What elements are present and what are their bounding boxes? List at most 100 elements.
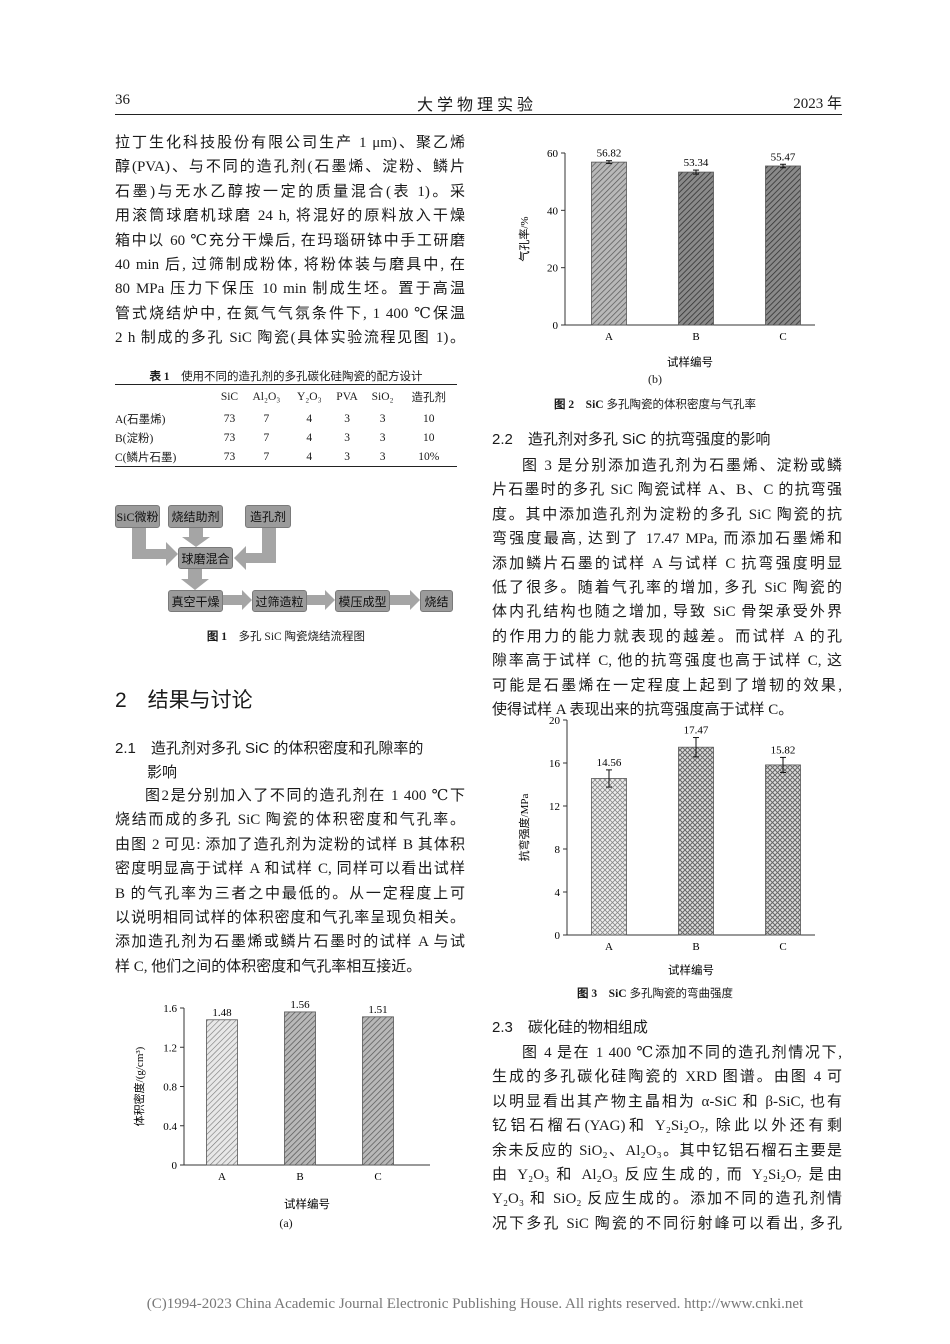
section-2-1-heading-cont: 影响 (147, 764, 178, 781)
fig3-bar-B (678, 746, 714, 936)
table-header-row: SiC Al₂O₃ Y₂O₃ PVA SiO₂ 造孔剂 (115, 385, 457, 410)
text-line: 添加造孔剂为石墨烯或鳞片石墨时的试样 A 与试 (115, 934, 465, 951)
text-line: 以明显看出其产物主晶相为 α-SiC 和 β-SiC, 也有 (492, 1093, 842, 1110)
text-line: 片石墨时的多孔 SiC 陶瓷试样 A、B、C 的抗弯强 (492, 482, 842, 499)
text-line: 80 MPa 压力下保压 10 min 制成生坯。置于高温 (115, 281, 465, 298)
fig3-y-tick-label: 16 (549, 758, 561, 770)
fig3-x-tick-label-A: A (605, 941, 613, 953)
fig2b-y-tick-label: 60 (547, 148, 559, 160)
fig2b-y-tick-label: 0 (553, 320, 559, 332)
table1-caption: 表 1 使用不同的造孔剂的多孔碳化硅陶瓷的配方设计 (115, 368, 457, 384)
text-line: 图 4 是在 1 400 ℃添加不同的造孔剂情况下, (522, 1045, 842, 1061)
fig2b-y-tick-label: 40 (547, 205, 559, 217)
section-2-3-heading: 2.3 碳化硅的物相组成 (492, 1019, 648, 1036)
table-cell: 4 (306, 412, 313, 425)
section-2-1-paragraph: 图2是分别加入了不同的造孔剂在 1 400 ℃下 烧结而成的多孔 SiC 陶瓷的体… (115, 784, 465, 979)
table-cell: 7 (263, 431, 270, 444)
table-header-cell: Al₂O₃ (252, 391, 281, 403)
table-cell: B(淀粉) (115, 432, 154, 445)
fig3-y-tick-label: 0 (555, 930, 561, 942)
fig2a-x-tick-label-A: A (218, 1171, 226, 1183)
text-line: 醇(PVA)、与不同的造孔剂(石墨烯、淀粉、鳞片 (115, 159, 465, 176)
fig3-data-label-A: 14.56 (597, 757, 622, 769)
text-line: 以说明相同试样的体积密度和气孔率呈现负相关。 (115, 909, 465, 926)
text-line: 由 Y₂O₃ 和 Al₂O₃ 反应生成的, 而 Y₂Si₂O₇ 是由 (492, 1166, 842, 1183)
fig2a-data-label-B: 1.56 (290, 999, 310, 1011)
figure2a-sublabel: (a) (279, 1216, 293, 1230)
text-line: 密度明显高于试样 A 和试样 C, 同样可以看出试样 (115, 861, 465, 878)
journal-year: 2023 年 (793, 96, 842, 112)
figure2b-sublabel: (b) (648, 372, 662, 386)
figure3-label: 图 3 (577, 988, 598, 1000)
fig2b-y-axis-label: 气孔率/% (517, 216, 531, 261)
text-line: 可能是石墨烯在一定程度上起到了增韧的效果, (492, 677, 842, 694)
table-cell: 7 (263, 450, 270, 463)
fig3-bar-A (591, 778, 627, 936)
fig2a-y-tick-label: 0.8 (163, 1082, 177, 1094)
copyright-footer: (C)1994-2023 China Academic Journal Elec… (146, 1296, 804, 1312)
fig2a-y-axis-label: 体积密度/(g/cm³) (132, 1046, 146, 1126)
section-2-2-paragraph: 图 3 是分别添加造孔剂为石墨烯、淀粉或鳞 片石墨时的多孔 SiC 陶瓷试样 A、… (492, 454, 842, 722)
fig3-x-tick-label-B: B (692, 941, 699, 953)
text-line: B 的气孔率为三者之中最低的。从一定程度上可 (115, 885, 465, 902)
arrow-pore-to-mill (234, 527, 276, 570)
text-line: 隙率高于试样 C, 他的抗弯强度也高于试样 C, 这 (492, 653, 842, 670)
table-cell: 3 (344, 412, 350, 425)
figure1-caption: 图 1 多孔 SiC 陶瓷烧结流程图 (115, 628, 457, 644)
text-line: 箱中以 60 ℃充分干燥后, 在玛瑙研钵中手工研磨 (115, 232, 465, 249)
fig3-data-label-C: 15.82 (771, 744, 796, 756)
text-line: 拉丁生化科技股份有限公司生产 1 μm)、聚乙烯 (115, 135, 465, 151)
arrow-dry-to-sieve (222, 590, 252, 610)
text-line: 样 C, 他们之间的体积密度和气孔率相互接近。 (115, 958, 422, 975)
fig2a-data-label-A: 1.48 (212, 1007, 232, 1019)
flow-box-sintering: 烧结 (420, 590, 453, 612)
text-line: 余未反应的 SiO₂、Al₂O₃。其中钇铝石榴石主要是 (492, 1142, 842, 1159)
table-cell: A(石墨烯) (115, 413, 166, 426)
fig3-y-tick-label: 20 (549, 715, 561, 727)
fig2a-bar-A (206, 1019, 238, 1166)
text-line: 管式烧结炉中, 在氮气气氛条件下, 1 400 ℃保温 (115, 305, 465, 322)
table-row: A(石墨烯) 73 7 4 3 3 10 (115, 409, 457, 428)
text-line: 添加鳞片石墨的试样 A 与试样 C 抗弯强度明显 (492, 555, 842, 572)
section-2-1-heading: 2.1 造孔剂对多孔 SiC 的体积密度和孔隙率的 (115, 740, 424, 757)
table-header-cell: SiO₂ (371, 391, 394, 403)
fig2b-x-axis-label: 试样编号 (667, 355, 713, 369)
table1-caption-text: 使用不同的造孔剂的多孔碳化硅陶瓷的配方设计 (181, 371, 423, 383)
table-cell: 10 (423, 412, 435, 425)
table-cell: 3 (379, 412, 386, 425)
fig2a-data-label-C: 1.51 (368, 1004, 387, 1016)
text-line: 低了很多。随着气孔率的增加, 多孔 SiC 陶瓷的 (492, 579, 842, 596)
table-cell: 73 (223, 412, 236, 425)
fig3-x-axis-label: 试样编号 (668, 963, 714, 977)
text-line: 钇铝石榴石(YAG)和 Y₂Si₂O₇, 除此以外还有剩 (492, 1118, 842, 1135)
text-line: 弯强度最高, 达到了 17.47 MPa, 而添加石墨烯和 (492, 531, 842, 548)
figure3-caption: 图 3 SiC 多孔陶瓷的弯曲强度 (480, 985, 830, 1001)
fig3-x-tick-label-C: C (779, 941, 786, 953)
fig2a-y-tick-label: 0 (172, 1160, 178, 1172)
table-header-cell: SiC (220, 391, 239, 403)
figure2-caption-bold: SiC (585, 399, 604, 411)
fig3-y-tick-label: 8 (555, 844, 561, 856)
table1: SiC Al₂O₃ Y₂O₃ PVA SiO₂ 造孔剂 A(石墨烯) 73 7 4 3 3 10 B(淀粉… (115, 384, 457, 467)
fig2b-x-tick-label-C: C (779, 331, 786, 343)
text-line: 用滚筒球磨机球磨 24 h, 将混好的原料放入干燥 (115, 208, 465, 225)
text-line: 由图 2 可见: 添加了造孔剂为淀粉的试样 B 其体积 (115, 836, 465, 853)
table-cell: 73 (223, 450, 236, 463)
fig2b-data-label-B: 53.34 (684, 157, 709, 169)
fig2b-data-label-C: 55.47 (771, 151, 796, 163)
text-line: 度。其中添加造孔剂为淀粉的多孔 SiC 陶瓷的抗 (492, 506, 842, 523)
table-row: C(鳞片石墨) 73 7 4 3 3 10% (115, 447, 457, 467)
text-line: 使得试样 A 表现出来的抗弯强度高于试样 C。 (492, 701, 794, 718)
fig2a-y-tick-label: 0.4 (163, 1121, 177, 1133)
intro-paragraph: 拉丁生化科技股份有限公司生产 1 μm)、聚乙烯 醇(PVA)、与不同的造孔剂(石… (115, 131, 465, 351)
flow-box-ball-milling: 球磨混合 (178, 547, 233, 569)
table-cell: 73 (223, 431, 236, 444)
fig2b-x-tick-label-B: B (692, 331, 699, 343)
figure3-caption-bold: SiC (608, 988, 627, 1000)
text-line: 40 min 后, 过筛制成粉体, 将粉体装与磨具中, 在 (115, 256, 465, 273)
flow-box-sintering-aid: 烧结助剂 (168, 505, 223, 528)
fig2a-y-tick-label: 1.2 (163, 1042, 177, 1054)
table-cell: 3 (379, 431, 386, 444)
arrow-sic-to-mill (132, 527, 178, 566)
arrow-press-to-sinter (388, 590, 420, 610)
